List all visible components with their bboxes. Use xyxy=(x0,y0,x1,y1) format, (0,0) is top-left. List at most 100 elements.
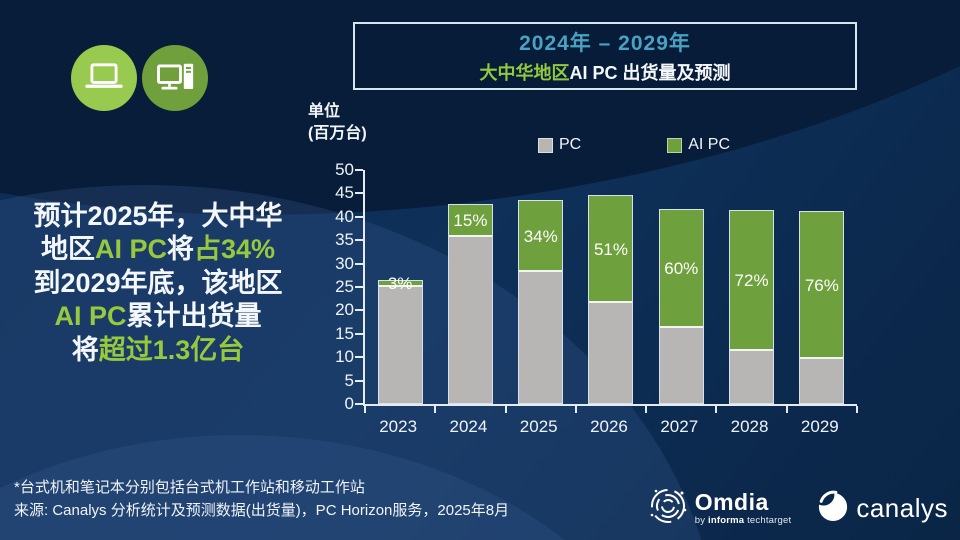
bar-label-2026: 51% xyxy=(593,239,628,259)
key-message-segment: AI PC xyxy=(94,234,167,265)
bar-2028-ai-pc-segment xyxy=(730,210,774,350)
x-tick-mark xyxy=(574,406,577,413)
key-message: 预计2025年，大中华 地区AI PC将占34% 到2029年底，该地区 AI PC累… xyxy=(4,200,312,367)
stacked-bar-2028 xyxy=(729,209,775,404)
bar-2029-pc-segment xyxy=(800,357,844,403)
key-message-segment: 占34% xyxy=(193,234,276,265)
y-tick-mark xyxy=(355,286,363,288)
title-year-range: 2024年 – 2029年 xyxy=(519,32,691,55)
stacked-bar-2025 xyxy=(518,200,564,404)
x-axis-label-2023: 2023 xyxy=(379,417,418,436)
y-tick-label: 5 xyxy=(344,370,354,390)
y-tick-label: 35 xyxy=(335,230,354,250)
y-tick-mark xyxy=(355,262,363,265)
bar-label-2028: 72% xyxy=(734,270,769,290)
unit-label-line1: 单位 xyxy=(308,103,341,120)
key-message-line: AI PC累计出货量 xyxy=(4,300,312,333)
omdia-wordmark: Omdia by informa techtarget xyxy=(695,491,792,526)
stacked-bar-2024 xyxy=(447,203,493,404)
bar-2024-ai-pc-segment xyxy=(448,204,492,235)
canalys-icon xyxy=(813,483,849,527)
bar-2026-pc-segment xyxy=(589,301,633,403)
bar-slot-2027: 60% xyxy=(646,170,716,404)
key-message-segment: 地区 xyxy=(40,234,95,265)
bar-slot-2029: 76% xyxy=(787,170,857,404)
axis-unit-label: 单位 (百万台) xyxy=(308,101,367,144)
x-axis-label-2029: 2029 xyxy=(800,417,839,436)
canalys-logo: canalys xyxy=(813,483,948,527)
key-message-segment: 预计2025年，大中华 xyxy=(33,201,283,231)
x-axis-labels: 2023 2024 2025 2026 2027 2028 2029 xyxy=(363,417,855,437)
y-tick-mark xyxy=(355,169,363,171)
omdia-icon xyxy=(648,486,688,531)
y-tick-mark xyxy=(355,403,363,405)
chart-legend: PC AI PC xyxy=(538,136,730,154)
canalys-name: canalys xyxy=(856,493,948,523)
y-tick-label: 30 xyxy=(335,253,354,273)
stacked-bar-2026 xyxy=(588,194,634,404)
bar-label-2023: 3% xyxy=(387,274,413,294)
bar-label-2027: 60% xyxy=(664,258,699,278)
desktop-icon xyxy=(142,45,208,111)
x-axis-label-2027: 2027 xyxy=(660,417,699,436)
x-axis-label-2026: 2026 xyxy=(590,417,628,436)
bar-slot-2026: 51% xyxy=(576,170,646,404)
bar-slot-2024: 15% xyxy=(435,170,505,404)
legend-item-pc: PC xyxy=(538,136,581,154)
plot-area: 3% 15% 34% 51% 60% 72% 76% xyxy=(363,170,858,413)
y-tick-mark xyxy=(355,356,363,359)
x-tick-mark xyxy=(785,406,788,413)
legend-item-ai-pc: AI PC xyxy=(667,136,730,154)
bar-2028-pc-segment xyxy=(730,349,774,403)
key-message-segment: 将 xyxy=(71,334,99,365)
y-tick-label: 45 xyxy=(335,183,354,203)
bar-2024-pc-segment xyxy=(448,234,492,403)
plot-bars: 3% 15% 34% 51% 60% 72% 76% xyxy=(365,170,857,404)
stacked-bar-2029 xyxy=(799,211,845,404)
x-tick-mark xyxy=(645,406,648,413)
title-metric: AI PC 出货量及预测 xyxy=(569,63,731,83)
bar-slot-2028: 72% xyxy=(716,170,786,404)
y-tick-mark xyxy=(355,309,363,312)
y-tick-mark xyxy=(355,379,363,382)
omdia-name: Omdia xyxy=(694,489,769,516)
key-message-segment: 将 xyxy=(166,234,194,265)
x-tick-mark xyxy=(715,406,718,413)
x-tick-mark xyxy=(856,406,858,413)
y-tick-label: 10 xyxy=(335,347,354,367)
logo-strip: Omdia by informa techtarget canalys xyxy=(648,483,948,531)
y-tick-mark xyxy=(355,239,363,242)
stacked-bar-2023 xyxy=(377,280,423,404)
key-message-segment: 到2029年底，该地区 xyxy=(33,267,283,298)
y-tick-label: 15 xyxy=(335,323,354,343)
device-icons xyxy=(71,45,208,111)
x-tick-mark xyxy=(434,406,437,413)
footnotes: *台式机和笔记本分别包括台式机工作站和移动工作站 来源: Canalys 分析统… xyxy=(14,477,509,522)
stacked-bar-2027 xyxy=(658,208,704,404)
y-tick-mark xyxy=(355,192,363,195)
bar-label-2029: 76% xyxy=(804,275,839,295)
key-message-line: 地区AI PC将占34% xyxy=(4,233,312,266)
key-message-line: 到2029年底，该地区 xyxy=(4,267,312,300)
key-message-segment: 超过1.3亿台 xyxy=(98,334,245,365)
x-axis-label-2025: 2025 xyxy=(519,417,558,436)
title-region: 大中华地区 xyxy=(479,63,570,83)
bar-2023-pc-segment xyxy=(378,285,422,403)
bar-2027-pc-segment xyxy=(659,325,703,403)
omdia-logo: Omdia by informa techtarget xyxy=(648,486,792,531)
legend-swatch xyxy=(667,137,683,153)
y-tick-mark xyxy=(355,215,363,218)
bar-2027-ai-pc-segment xyxy=(659,209,703,326)
footnote-source: 来源: Canalys 分析统计及预测数据(出货量)，PC Horizon服务，… xyxy=(14,501,510,519)
key-message-line: 将超过1.3亿台 xyxy=(4,334,312,367)
bar-label-2024: 15% xyxy=(453,210,488,230)
x-axis-label-2024: 2024 xyxy=(449,417,488,436)
laptop-icon xyxy=(71,45,137,111)
x-tick-mark xyxy=(364,406,366,413)
legend-swatch xyxy=(538,137,553,153)
unit-label-line2: (百万台) xyxy=(308,124,367,142)
y-tick-mark xyxy=(355,332,363,335)
key-message-line: 预计2025年，大中华 xyxy=(4,200,312,233)
key-message-segment: AI PC xyxy=(54,301,127,332)
